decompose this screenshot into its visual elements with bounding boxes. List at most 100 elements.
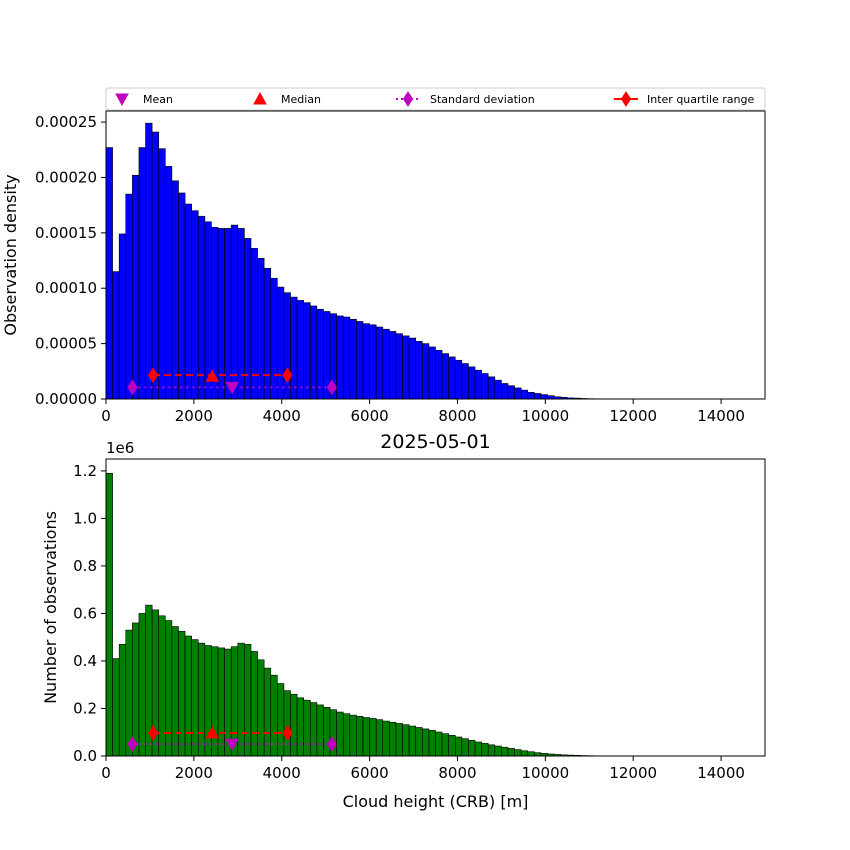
histogram-bar <box>132 174 140 400</box>
histogram-bar <box>283 292 291 400</box>
std-marker <box>326 379 337 396</box>
histogram-bar <box>435 731 443 757</box>
histogram-bar <box>402 724 410 757</box>
std-marker <box>326 736 337 753</box>
x-tick-label: 8000 <box>438 407 476 425</box>
histogram-bar <box>356 321 364 400</box>
histogram-bar <box>303 699 311 757</box>
x-tick-label: 4000 <box>263 407 301 425</box>
histogram-bar <box>224 228 232 400</box>
histogram-bar <box>105 472 113 757</box>
median-marker <box>205 725 220 739</box>
histogram-bar <box>197 215 206 400</box>
y-tick-label: 0.8 <box>73 557 97 575</box>
x-tick-label: 4000 <box>263 764 301 782</box>
histogram-bar <box>112 271 120 400</box>
histogram-bar <box>448 356 456 400</box>
y-tick-label: 0.4 <box>73 652 97 670</box>
histogram-bar <box>448 735 456 757</box>
histogram-bar <box>501 383 509 400</box>
histogram-bar <box>145 122 153 400</box>
y-axis-label: Number of observations <box>41 511 60 704</box>
histogram-bar <box>514 387 522 400</box>
axes-frame <box>105 458 766 757</box>
legend-label-iqr: Inter quartile range <box>647 93 754 106</box>
histogram-bar <box>369 324 377 400</box>
iqr-marker <box>147 367 159 384</box>
histogram-bar <box>349 318 357 400</box>
histogram-bar <box>283 690 291 757</box>
histogram-bar <box>204 221 212 400</box>
histogram-bar <box>441 353 449 400</box>
histogram-bar <box>422 728 430 757</box>
histogram-bar <box>171 180 179 400</box>
y-tick-label: 0.00005 <box>35 335 97 353</box>
x-tick-label: 12000 <box>609 407 657 425</box>
histogram-bar <box>382 720 390 757</box>
axes-frame <box>105 110 766 400</box>
histogram-bar <box>125 629 133 757</box>
histogram-bar <box>250 248 258 400</box>
histogram-bar <box>356 716 364 757</box>
x-tick-label: 2000 <box>175 764 213 782</box>
std-marker <box>127 736 138 753</box>
histogram-bar <box>408 725 417 757</box>
histogram-bar <box>316 704 324 757</box>
histogram-bar <box>461 363 469 400</box>
y-tick-label: 0.00010 <box>35 279 97 297</box>
histogram-bar <box>290 693 298 757</box>
histogram-bar <box>494 379 502 400</box>
y-tick-label: 0.00000 <box>35 390 97 408</box>
x-tick-label: 10000 <box>521 764 569 782</box>
histogram-bar <box>303 302 311 400</box>
histogram-bar <box>362 323 370 400</box>
histogram-bar <box>263 267 272 400</box>
histogram-bar <box>118 644 127 757</box>
histogram-bar <box>191 210 199 400</box>
histogram-bar <box>435 349 443 400</box>
histogram-bar <box>395 333 403 400</box>
histogram-bar <box>309 702 318 757</box>
histogram-bar <box>494 745 502 757</box>
x-tick-label: 6000 <box>351 407 389 425</box>
histogram-bar <box>408 337 417 400</box>
histogram-bar <box>527 751 535 757</box>
histogram-bar <box>468 740 476 757</box>
chart-title: 2025-05-01 <box>380 431 490 453</box>
x-tick-label: 10000 <box>521 407 569 425</box>
histogram-bar <box>362 717 370 757</box>
x-tick-label: 6000 <box>351 764 389 782</box>
histogram-bar <box>171 626 179 757</box>
histogram-bar <box>389 331 397 400</box>
histogram-bar <box>237 642 245 757</box>
histogram-bar <box>441 733 449 757</box>
histogram-bar <box>138 613 146 757</box>
histogram-bar <box>402 335 410 400</box>
mean-marker <box>225 381 239 395</box>
y-tick-label: 0.00020 <box>35 168 97 186</box>
histogram-bar <box>217 228 225 400</box>
legend: Mean Median Standard deviation Inter quarti… <box>105 87 766 111</box>
histogram-bar <box>244 644 252 757</box>
histogram-bar <box>138 147 146 400</box>
histogram-bar <box>375 719 384 757</box>
y-tick-label: 1.2 <box>73 462 97 480</box>
histogram-bar <box>474 369 482 400</box>
histogram-bar <box>454 359 463 400</box>
iqr-marker <box>282 367 293 384</box>
histogram-bar <box>296 300 304 400</box>
histogram-bar <box>257 659 265 757</box>
histogram-bar <box>507 385 515 400</box>
histogram-bar <box>132 622 140 757</box>
histogram-bar <box>178 630 186 757</box>
y-tick-label: 0.00025 <box>35 113 97 131</box>
histogram-bar <box>250 651 258 757</box>
histogram-bar <box>395 723 403 757</box>
histogram-bar <box>184 203 192 400</box>
histogram-bar <box>507 748 515 757</box>
histogram-bar <box>389 721 397 757</box>
x-tick-label: 2000 <box>175 407 213 425</box>
histogram-bar <box>211 646 219 757</box>
histogram-bar <box>520 750 529 757</box>
